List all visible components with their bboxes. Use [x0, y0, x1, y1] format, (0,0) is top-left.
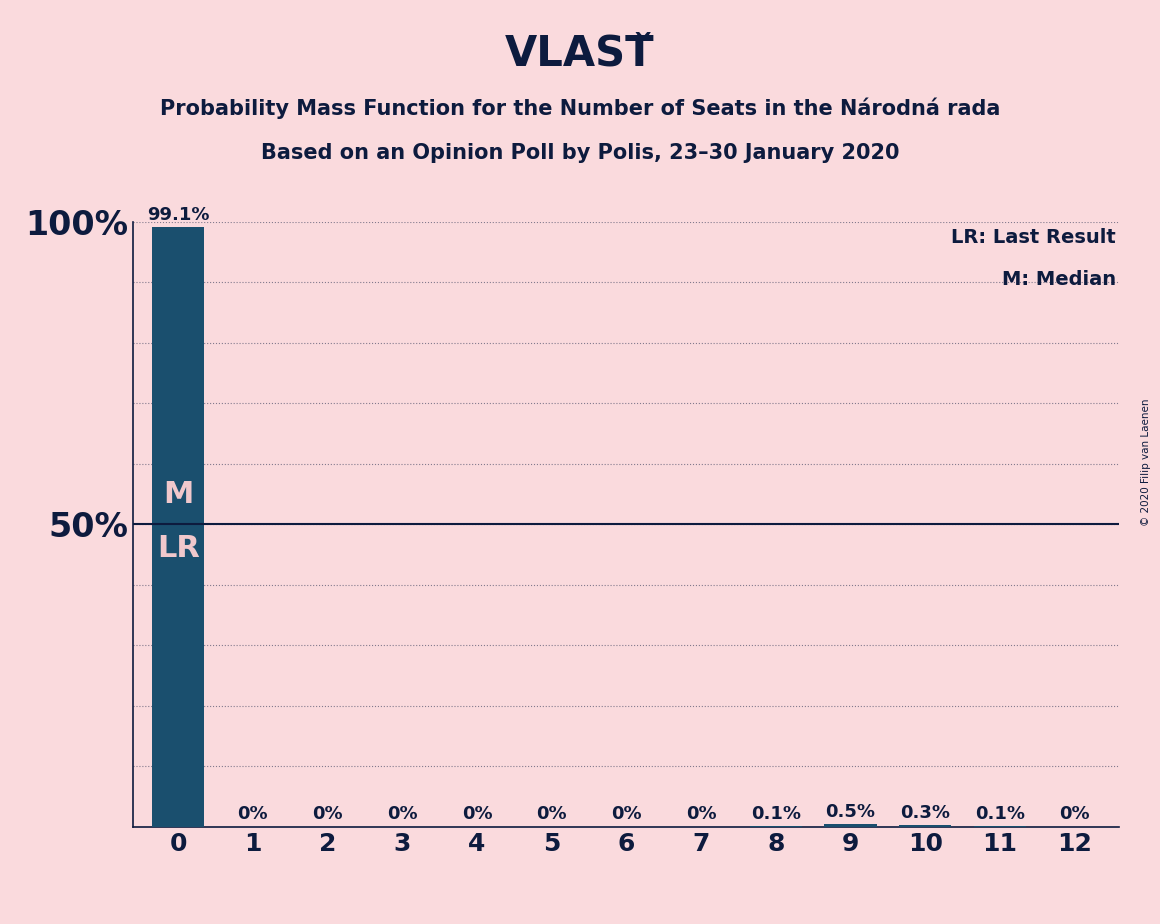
Text: 0.3%: 0.3% — [900, 804, 950, 822]
Text: 0%: 0% — [387, 805, 418, 822]
Bar — [825, 824, 877, 827]
Text: 0%: 0% — [312, 805, 343, 822]
Text: 0%: 0% — [238, 805, 268, 822]
Text: Probability Mass Function for the Number of Seats in the Národná rada: Probability Mass Function for the Number… — [160, 97, 1000, 118]
Text: © 2020 Filip van Laenen: © 2020 Filip van Laenen — [1140, 398, 1151, 526]
Text: LR: Last Result: LR: Last Result — [951, 228, 1116, 247]
Bar — [152, 227, 204, 827]
Text: 0%: 0% — [611, 805, 641, 822]
Text: 0.1%: 0.1% — [974, 806, 1025, 823]
Text: 0.1%: 0.1% — [751, 806, 800, 823]
Text: 0%: 0% — [686, 805, 717, 822]
Text: 0%: 0% — [536, 805, 567, 822]
Text: 0%: 0% — [1059, 805, 1090, 822]
Text: 99.1%: 99.1% — [147, 206, 210, 225]
Text: 0.5%: 0.5% — [826, 803, 876, 821]
Text: M: Median: M: Median — [1001, 270, 1116, 289]
Text: LR: LR — [157, 534, 200, 563]
Text: Based on an Opinion Poll by Polis, 23–30 January 2020: Based on an Opinion Poll by Polis, 23–30… — [261, 143, 899, 164]
Text: 0%: 0% — [462, 805, 492, 822]
Bar — [899, 825, 951, 827]
Text: M: M — [164, 480, 194, 508]
Text: VLASŤ: VLASŤ — [506, 32, 654, 74]
